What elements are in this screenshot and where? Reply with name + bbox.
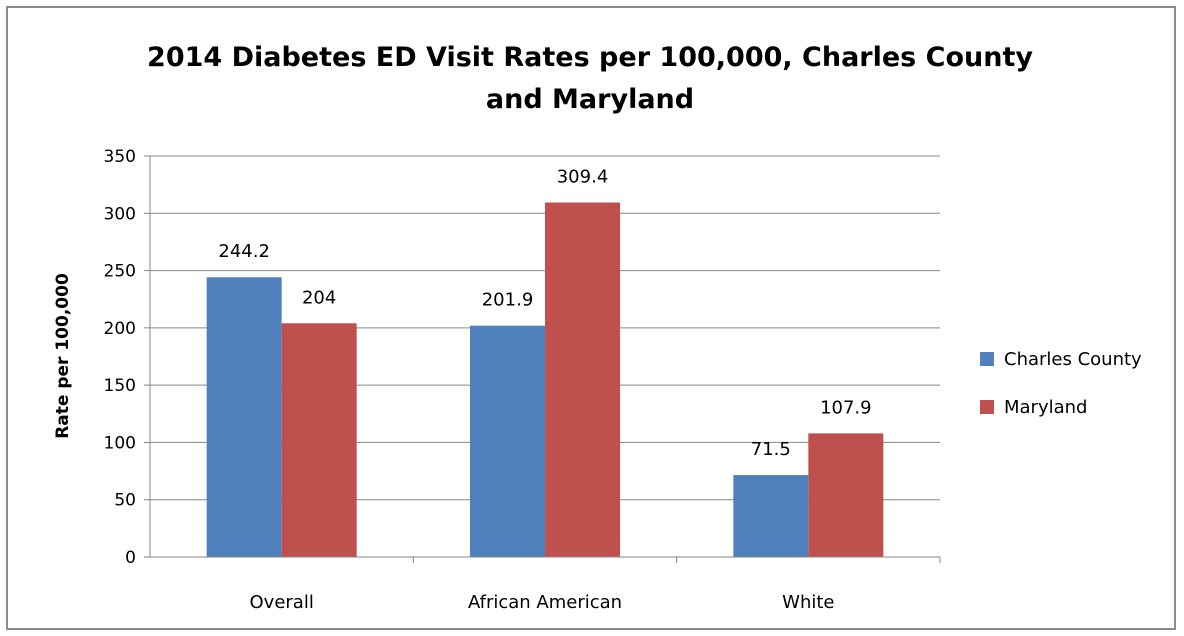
y-tick-label: 0	[125, 548, 136, 568]
legend: Charles County Maryland	[980, 349, 1142, 418]
chart-title-line-2: and Maryland	[486, 84, 694, 115]
bar	[545, 202, 620, 558]
data-label: 204	[302, 287, 336, 308]
y-tick-label: 250	[104, 262, 136, 282]
legend-label: Charles County	[1004, 349, 1142, 370]
legend-label: Maryland	[1004, 397, 1087, 418]
bars	[206, 202, 884, 558]
y-tick-label: 150	[104, 376, 136, 396]
data-label: 107.9	[820, 397, 872, 418]
y-tick-label: 50	[114, 491, 136, 511]
y-tick-label: 350	[104, 147, 136, 167]
bar	[808, 433, 884, 557]
y-axis-label: Rate per 100,000	[53, 273, 73, 439]
bar	[470, 325, 545, 557]
data-labels: 244.2 204 201.9 309.4 71.5 107.9	[218, 167, 871, 461]
x-axis-category-labels: Overall African American White	[250, 592, 835, 613]
data-label: 309.4	[557, 167, 609, 188]
y-tick-label: 300	[104, 204, 136, 224]
legend-swatch	[980, 400, 994, 414]
y-tick-label: 200	[104, 319, 136, 339]
data-label: 71.5	[751, 439, 791, 460]
y-tick-label: 100	[104, 433, 136, 453]
chart-title-line-1: 2014 Diabetes ED Visit Rates per 100,000…	[147, 42, 1033, 73]
data-label: 201.9	[482, 290, 534, 311]
x-category-label: African American	[468, 592, 622, 613]
legend-swatch	[980, 352, 994, 366]
chart-title: 2014 Diabetes ED Visit Rates per 100,000…	[147, 42, 1033, 115]
y-axis-tick-labels: 0 50 100 150 200 250 300 350	[104, 147, 136, 568]
x-category-label: Overall	[250, 592, 314, 613]
x-category-label: White	[782, 592, 834, 613]
bar	[281, 323, 357, 557]
data-label: 244.2	[218, 241, 270, 262]
bar	[206, 277, 282, 557]
axes	[149, 156, 941, 563]
bar	[733, 475, 809, 557]
